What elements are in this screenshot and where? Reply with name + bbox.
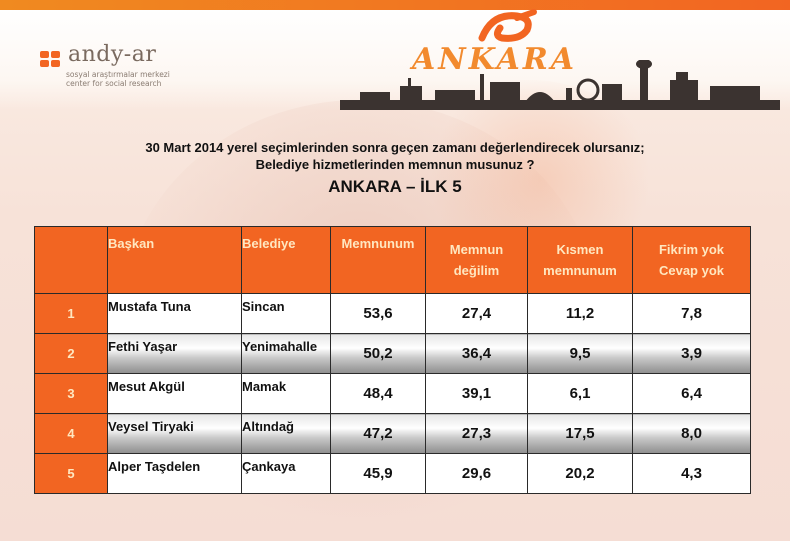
row-memnunum: 45,9 xyxy=(330,453,426,494)
header-fikrim-yok: Fikrim yok Cevap yok xyxy=(632,226,751,294)
row-fikrim-yok: 8,0 xyxy=(632,413,751,454)
header-memnun-degilim: Memnun değilim xyxy=(425,226,528,294)
row-rank: 4 xyxy=(34,413,108,454)
table-row: 4 Veysel Tiryaki Altındağ 47,2 27,3 17,5… xyxy=(34,413,751,454)
question-line-2: Belediye hizmetlerinden memnun musunuz ? xyxy=(255,157,535,172)
row-rank: 1 xyxy=(34,293,108,334)
row-memnunum: 50,2 xyxy=(330,333,426,374)
header-baskan: Başkan xyxy=(107,226,242,294)
row-belediye: Mamak xyxy=(241,373,331,414)
row-baskan: Mesut Akgül xyxy=(107,373,242,414)
row-memnunum: 48,4 xyxy=(330,373,426,414)
row-memnunum: 47,2 xyxy=(330,413,426,454)
row-belediye: Sincan xyxy=(241,293,331,334)
top-accent-bar xyxy=(0,0,790,10)
row-kismen: 9,5 xyxy=(527,333,633,374)
row-fikrim-yok: 4,3 xyxy=(632,453,751,494)
andy-ar-logo: andy-ar xyxy=(40,42,156,71)
row-baskan: Fethi Yaşar xyxy=(107,333,242,374)
row-memnun-degilim: 39,1 xyxy=(425,373,528,414)
row-belediye: Altındağ xyxy=(241,413,331,454)
table-row: 3 Mesut Akgül Mamak 48,4 39,1 6,1 6,4 xyxy=(34,373,751,414)
row-belediye: Çankaya xyxy=(241,453,331,494)
header-memnunum: Memnunum xyxy=(330,226,426,294)
header-belediye: Belediye xyxy=(241,226,331,294)
table-row: 2 Fethi Yaşar Yenimahalle 50,2 36,4 9,5 … xyxy=(34,333,751,374)
table-subtitle: ANKARA – İLK 5 xyxy=(328,177,462,196)
header-rank xyxy=(34,226,108,294)
row-memnun-degilim: 36,4 xyxy=(425,333,528,374)
row-kismen: 6,1 xyxy=(527,373,633,414)
row-kismen: 20,2 xyxy=(527,453,633,494)
row-fikrim-yok: 3,9 xyxy=(632,333,751,374)
row-rank: 2 xyxy=(34,333,108,374)
city-title: ANKARA xyxy=(412,42,578,77)
row-memnun-degilim: 27,3 xyxy=(425,413,528,454)
table-header-row: Başkan Belediye Memnunum Memnun değilim … xyxy=(34,226,751,294)
row-memnun-degilim: 29,6 xyxy=(425,453,528,494)
row-belediye: Yenimahalle xyxy=(241,333,331,374)
results-table: Başkan Belediye Memnunum Memnun değilim … xyxy=(34,226,751,494)
page-header xyxy=(0,10,790,110)
row-kismen: 11,2 xyxy=(527,293,633,334)
question-line-1: 30 Mart 2014 yerel seçimlerinden sonra g… xyxy=(145,140,645,155)
row-rank: 3 xyxy=(34,373,108,414)
logo-tagline-en: center for social research xyxy=(66,79,162,88)
row-baskan: Mustafa Tuna xyxy=(107,293,242,334)
row-baskan: Alper Taşdelen xyxy=(107,453,242,494)
header-kismen-memnunum: Kısmen memnunum xyxy=(527,226,633,294)
logo-tagline-tr: sosyal araştırmalar merkezi xyxy=(66,70,170,79)
row-kismen: 17,5 xyxy=(527,413,633,454)
logo-tagline: sosyal araştırmalar merkezi center for s… xyxy=(66,70,170,88)
andy-ar-logo-icon xyxy=(40,49,62,69)
row-memnun-degilim: 27,4 xyxy=(425,293,528,334)
ankara-skyline-icon xyxy=(340,60,780,110)
row-baskan: Veysel Tiryaki xyxy=(107,413,242,454)
row-memnunum: 53,6 xyxy=(330,293,426,334)
row-rank: 5 xyxy=(34,453,108,494)
row-fikrim-yok: 6,4 xyxy=(632,373,751,414)
orange-a-emblem-icon xyxy=(478,9,537,42)
row-fikrim-yok: 7,8 xyxy=(632,293,751,334)
table-row: 1 Mustafa Tuna Sincan 53,6 27,4 11,2 7,8 xyxy=(34,293,751,334)
table-row: 5 Alper Taşdelen Çankaya 45,9 29,6 20,2 … xyxy=(34,453,751,494)
survey-question: 30 Mart 2014 yerel seçimlerinden sonra g… xyxy=(0,139,790,173)
logo-name: andy-ar xyxy=(68,42,157,67)
